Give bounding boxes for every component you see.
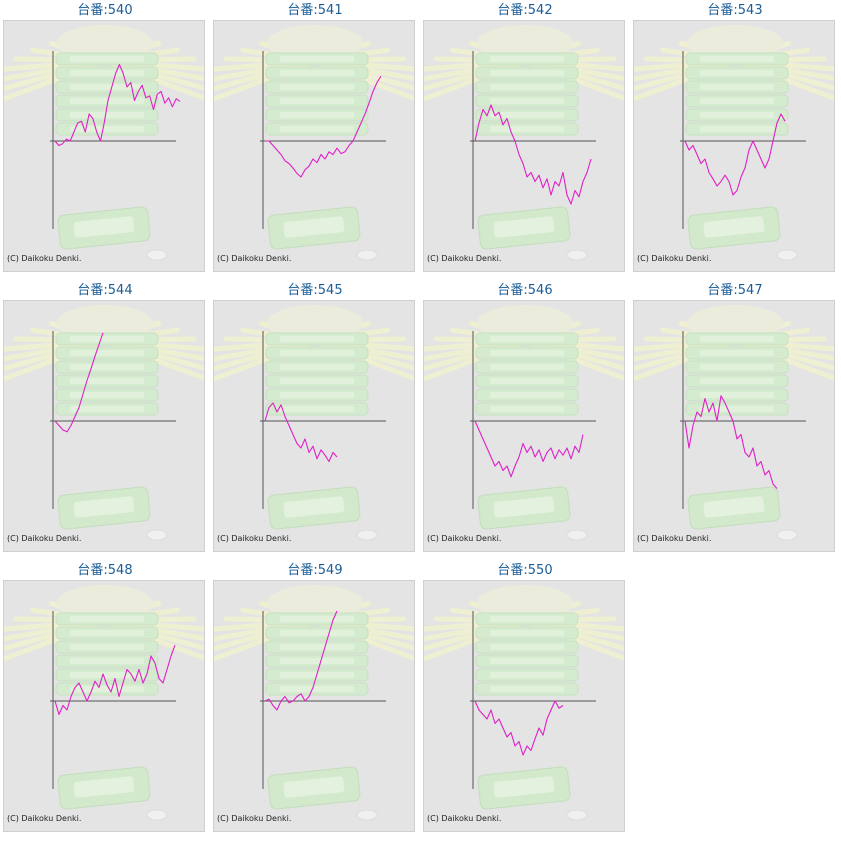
machine-illustration — [4, 25, 204, 261]
slump-line — [474, 700, 564, 756]
slump-graph[interactable]: (C) Daikoku Denki. — [3, 20, 205, 272]
slump-graph-svg: (C) Daikoku Denki. — [634, 305, 834, 543]
machine-number-link[interactable]: 台番:546 — [497, 283, 553, 298]
slump-graph-svg: (C) Daikoku Denki. — [634, 25, 834, 263]
machine-card: 台番:545 (C) Daikoku Denki. — [210, 280, 420, 560]
machine-illustration — [214, 585, 414, 821]
machine-illustration — [424, 305, 624, 541]
slump-line — [54, 332, 104, 433]
machine-card: 台番:546 (C) Daikoku Denki. — [420, 280, 630, 560]
copyright-credit: (C) Daikoku Denki. — [7, 254, 81, 263]
machine-illustration — [4, 305, 204, 541]
machine-illustration — [424, 25, 624, 261]
copyright-credit: (C) Daikoku Denki. — [427, 254, 501, 263]
slump-line — [264, 610, 338, 711]
machine-number-link[interactable]: 台番:545 — [287, 283, 343, 298]
slump-line — [265, 75, 382, 178]
machine-number-link[interactable]: 台番:544 — [77, 283, 133, 298]
machine-illustration — [214, 305, 414, 541]
slump-graph-svg: (C) Daikoku Denki. — [4, 25, 204, 263]
copyright-credit: (C) Daikoku Denki. — [217, 814, 291, 823]
machine-card: 台番:544 (C) Daikoku Denki. — [0, 280, 210, 560]
slump-line — [474, 420, 584, 478]
slump-line — [684, 113, 786, 196]
slump-graph[interactable]: (C) Daikoku Denki. — [423, 580, 625, 832]
slump-graph-svg: (C) Daikoku Denki. — [214, 305, 414, 543]
machine-number-link[interactable]: 台番:550 — [497, 563, 553, 578]
slump-graph-svg: (C) Daikoku Denki. — [214, 25, 414, 263]
copyright-credit: (C) Daikoku Denki. — [637, 534, 711, 543]
slump-graph-svg: (C) Daikoku Denki. — [4, 585, 204, 823]
slump-line — [684, 395, 778, 489]
machine-card: 台番:548 (C) Daikoku Denki. — [0, 560, 210, 840]
machine-number-link[interactable]: 台番:541 — [287, 3, 343, 18]
machine-card: 台番:541 (C) Daikoku Denki. — [210, 0, 420, 280]
slump-line — [264, 402, 338, 463]
slump-graph[interactable]: (C) Daikoku Denki. — [633, 20, 835, 272]
slump-line — [54, 645, 176, 716]
machine-illustration — [4, 585, 204, 821]
slump-graph[interactable]: (C) Daikoku Denki. — [213, 580, 415, 832]
slump-graph-svg: (C) Daikoku Denki. — [424, 25, 624, 263]
slump-graph-svg: (C) Daikoku Denki. — [424, 585, 624, 823]
machine-number-link[interactable]: 台番:542 — [497, 3, 553, 18]
machine-number-link[interactable]: 台番:547 — [707, 283, 763, 298]
machine-card: 台番:540 (C) Daikoku Denki. — [0, 0, 210, 280]
machine-illustration — [424, 585, 624, 821]
machine-illustration — [634, 305, 834, 541]
machine-number-link[interactable]: 台番:543 — [707, 3, 763, 18]
machine-card: 台番:542 (C) Daikoku Denki. — [420, 0, 630, 280]
machine-card: 台番:549 (C) Daikoku Denki. — [210, 560, 420, 840]
machine-number-link[interactable]: 台番:549 — [287, 563, 343, 578]
machine-number-link[interactable]: 台番:540 — [77, 3, 133, 18]
machine-card: 台番:543 (C) Daikoku Denki. — [630, 0, 840, 280]
machine-illustration — [634, 25, 834, 261]
copyright-credit: (C) Daikoku Denki. — [427, 814, 501, 823]
copyright-credit: (C) Daikoku Denki. — [7, 534, 81, 543]
slump-graph-svg: (C) Daikoku Denki. — [424, 305, 624, 543]
slump-graph[interactable]: (C) Daikoku Denki. — [423, 300, 625, 552]
machine-card: 台番:547 (C) Daikoku Denki. — [630, 280, 840, 560]
copyright-credit: (C) Daikoku Denki. — [7, 814, 81, 823]
slump-graph-svg: (C) Daikoku Denki. — [214, 585, 414, 823]
copyright-credit: (C) Daikoku Denki. — [637, 254, 711, 263]
slump-line — [474, 104, 592, 205]
slump-line — [54, 63, 181, 147]
slump-graph[interactable]: (C) Daikoku Denki. — [3, 580, 205, 832]
machine-number-link[interactable]: 台番:548 — [77, 563, 133, 578]
slump-graph[interactable]: (C) Daikoku Denki. — [633, 300, 835, 552]
slump-graph[interactable]: (C) Daikoku Denki. — [213, 300, 415, 552]
copyright-credit: (C) Daikoku Denki. — [217, 534, 291, 543]
slump-graph-svg: (C) Daikoku Denki. — [4, 305, 204, 543]
machine-illustration — [214, 25, 414, 261]
copyright-credit: (C) Daikoku Denki. — [217, 254, 291, 263]
slump-graph[interactable]: (C) Daikoku Denki. — [213, 20, 415, 272]
slump-graph[interactable]: (C) Daikoku Denki. — [423, 20, 625, 272]
machine-card: 台番:550 (C) Daikoku Denki. — [420, 560, 630, 840]
copyright-credit: (C) Daikoku Denki. — [427, 534, 501, 543]
slump-graph[interactable]: (C) Daikoku Denki. — [3, 300, 205, 552]
